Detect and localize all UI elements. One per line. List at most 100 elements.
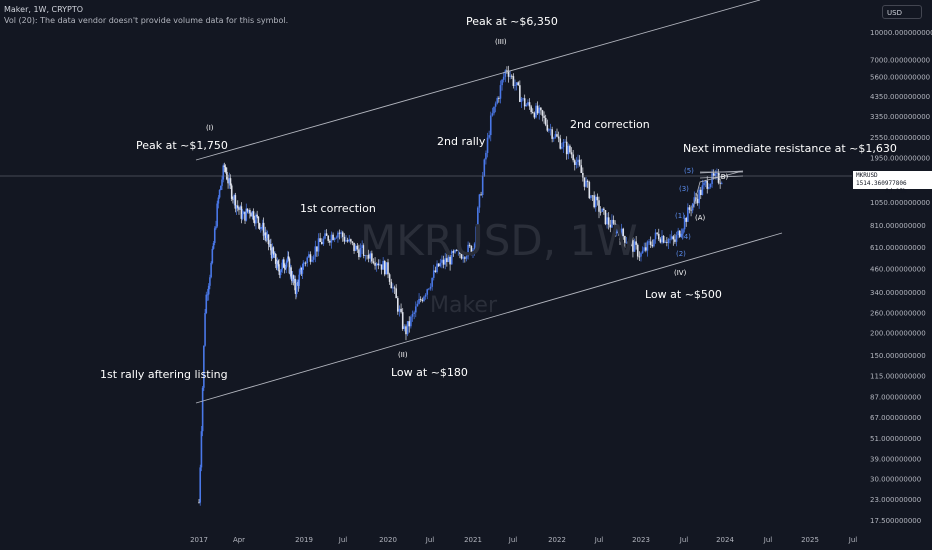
candle-body (356, 245, 359, 250)
channel-lines (0, 0, 852, 404)
candle-body (583, 177, 586, 187)
candle-body (588, 182, 591, 199)
candle-body (509, 75, 511, 77)
resistance-box-bottom (699, 175, 744, 179)
price-tick-label: 17.500000000 (870, 517, 921, 525)
price-tick-label: 7000.000000000 (870, 56, 930, 64)
candle-body (556, 134, 558, 137)
price-tick-label: 2550.000000000 (870, 134, 930, 142)
candle-body (611, 219, 613, 228)
candle-body (354, 245, 357, 251)
price-tick-label: 23.000000000 (870, 496, 921, 504)
candle-body (599, 211, 602, 213)
time-tick-label: 2022 (548, 536, 566, 544)
price-tag-countdown: 6d 15h (885, 188, 907, 195)
candle-body (244, 211, 246, 221)
candle-body (299, 267, 302, 271)
candle-body (371, 253, 373, 262)
candle-body (327, 235, 330, 241)
candle-body (372, 261, 375, 263)
candle-body (527, 102, 529, 105)
candle-body (434, 270, 437, 273)
candle-body (596, 196, 599, 201)
candle-body (672, 236, 675, 240)
candle-body (266, 235, 268, 238)
candle-body (250, 213, 252, 217)
candle-body (364, 247, 367, 256)
candle-body (314, 246, 317, 257)
candle-body (669, 238, 671, 240)
candle-body (333, 238, 336, 240)
candle-body (230, 185, 233, 199)
candle-body (408, 321, 411, 327)
time-tick-label: 2019 (295, 536, 313, 544)
candle-body (375, 263, 378, 266)
candle-body (557, 136, 560, 139)
candle-body (690, 209, 692, 211)
candle-body (210, 262, 212, 278)
candle-body (340, 232, 342, 234)
candle-body (653, 239, 655, 247)
candle-body (546, 124, 549, 131)
candle-body (338, 232, 341, 234)
candle-body (519, 85, 521, 102)
candle-body (480, 194, 482, 196)
price-tick-label: 150.000000000 (870, 352, 926, 360)
candle-body (615, 229, 618, 234)
candle-body (643, 247, 646, 251)
candle-body (531, 111, 534, 113)
candle-body (201, 387, 204, 432)
candle-body (586, 180, 589, 183)
candle-body (241, 214, 244, 219)
candle-body (636, 244, 639, 257)
candle-body (598, 200, 600, 212)
candle-body (612, 219, 615, 224)
candle-body (290, 267, 292, 277)
candle-body (289, 267, 292, 274)
price-tick-label: 87.000000000 (870, 394, 921, 402)
candle-body (335, 237, 338, 239)
candle-body (274, 254, 276, 258)
candle-body (257, 216, 260, 224)
candle-body (256, 214, 258, 217)
candle-body (397, 298, 399, 312)
candle-body (259, 227, 262, 229)
candle-body (200, 431, 203, 468)
candle-body (337, 232, 339, 238)
time-tick-label: Jul (763, 536, 773, 544)
candle-body (296, 281, 299, 283)
candle-body (703, 182, 705, 186)
watermark-name: Maker (430, 293, 498, 318)
candle-body (319, 238, 321, 242)
candle-body (498, 98, 500, 99)
candle-body (255, 214, 257, 224)
candle-body (662, 235, 665, 243)
candle-body (561, 146, 563, 149)
candle-body (421, 299, 424, 302)
candle-body (418, 298, 420, 304)
candle-body (345, 240, 347, 242)
candle-body (677, 230, 679, 236)
candle-body (279, 271, 282, 276)
candle-body (465, 256, 468, 259)
candle-body (457, 249, 460, 251)
price-axis: 10000.000000000 7000.000000000 5600.000000… (870, 29, 932, 525)
time-tick-label: Jul (338, 536, 348, 544)
candle-body (232, 198, 234, 200)
candle-body (501, 79, 503, 86)
candle-body (247, 210, 250, 212)
candle-body (278, 271, 281, 276)
candle-body (236, 205, 239, 208)
candle-body (234, 195, 237, 209)
candle-body (330, 234, 333, 243)
candle-body (699, 189, 702, 195)
candle-body (609, 224, 612, 228)
candle-body (486, 137, 489, 153)
candle-body (362, 245, 365, 256)
candle-body (306, 257, 309, 264)
candle-body (570, 152, 573, 155)
candle-body (325, 233, 328, 236)
candle-body (291, 275, 294, 282)
currency-button[interactable]: USD (882, 5, 922, 19)
